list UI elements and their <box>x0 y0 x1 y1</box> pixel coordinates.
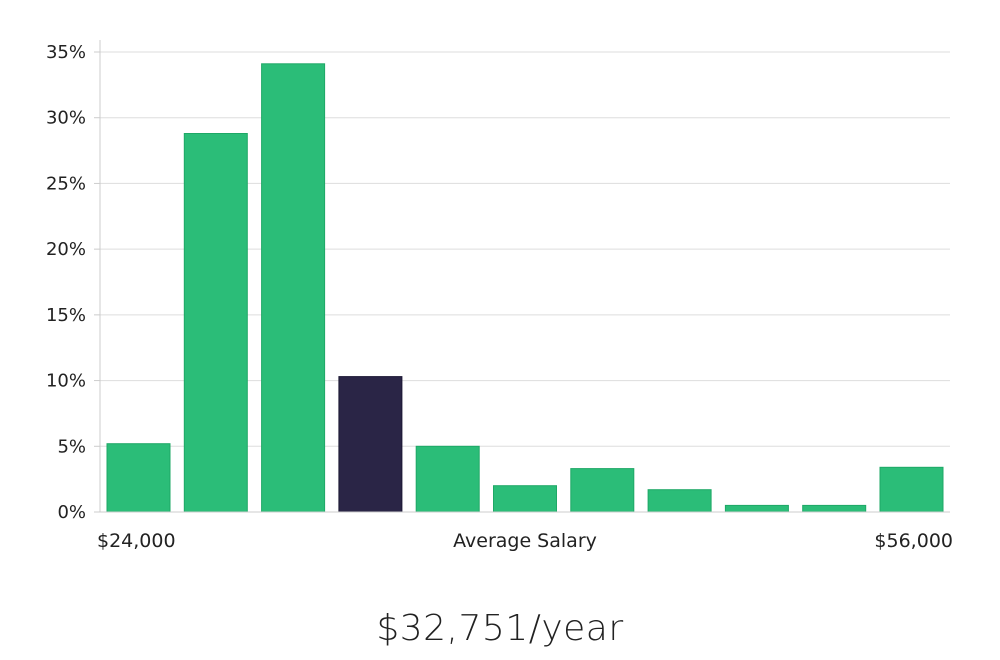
x-axis-title: Average Salary <box>453 530 597 552</box>
bar <box>415 445 480 513</box>
bar-average-salary <box>338 376 403 513</box>
y-tick-label: 10% <box>46 371 86 392</box>
y-tick-label: 0% <box>57 502 86 523</box>
y-tick-label: 35% <box>46 42 86 63</box>
bar <box>183 133 248 513</box>
x-axis-min-label: $24,000 <box>97 530 176 552</box>
bars <box>106 63 944 513</box>
x-axis-max-label: $56,000 <box>874 530 953 552</box>
bar <box>724 504 789 513</box>
average-salary-value: $32,751/year <box>376 608 624 649</box>
bar <box>802 504 867 513</box>
bar <box>261 63 326 513</box>
y-axis-ticks: 0% 5% 10% 15% 20% 25% 30% 35% <box>46 42 100 523</box>
y-tick-label: 25% <box>46 173 86 194</box>
y-tick-label: 5% <box>57 436 86 457</box>
bar <box>647 489 712 513</box>
y-tick-label: 30% <box>46 108 86 129</box>
salary-histogram-chart: 0% 5% 10% 15% 20% 25% 30% 35% $24,000 Average S… <box>46 40 953 552</box>
y-tick-label: 15% <box>46 305 86 326</box>
bar <box>879 466 944 513</box>
bar <box>493 485 557 513</box>
bar <box>106 443 171 513</box>
bar <box>570 468 635 513</box>
y-tick-label: 20% <box>46 239 86 260</box>
